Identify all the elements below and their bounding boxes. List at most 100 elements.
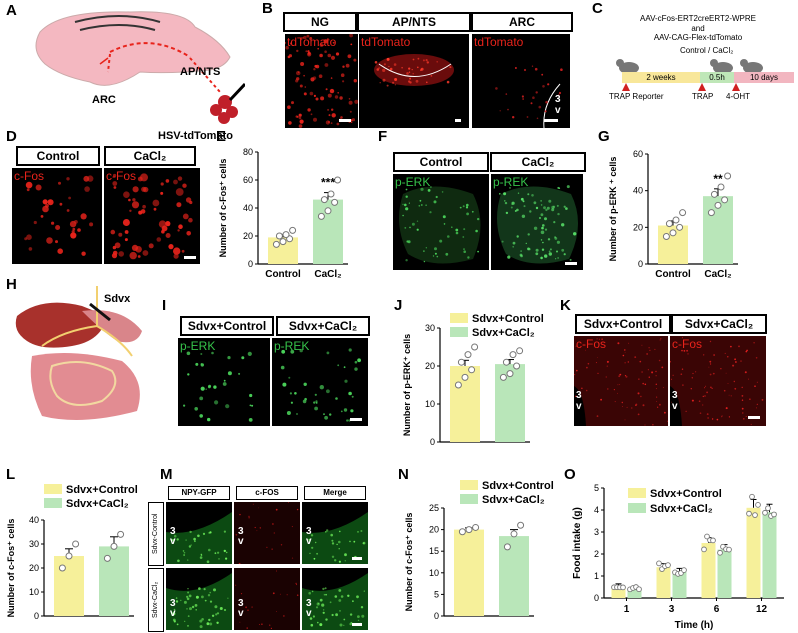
cell-dot [295, 115, 298, 118]
cell-dot [172, 618, 176, 622]
data-point [717, 183, 725, 191]
third-ventricle-label: 3 [306, 526, 312, 537]
cell-dot [223, 530, 226, 533]
cell-dot [477, 217, 480, 221]
cell-dot [741, 407, 744, 410]
y-tick-label: 25 [429, 503, 439, 513]
cell-dot [744, 371, 747, 374]
cell-dot [81, 251, 86, 256]
cell-dot [512, 246, 514, 248]
third-ventricle-label: v [170, 536, 176, 547]
cell-dot [339, 623, 343, 627]
third-ventricle-label: v [170, 608, 176, 619]
stain-label: p-ERK [180, 339, 216, 353]
cell-dot [596, 415, 599, 417]
cell-dot [730, 345, 732, 348]
cell-dot [177, 229, 180, 232]
cell-dot [311, 546, 314, 549]
cell-dot [706, 391, 708, 394]
y-tick-label: 20 [429, 525, 439, 535]
perk-cells-cacl2 [497, 185, 579, 264]
third-ventricle-label: 3 [576, 390, 582, 401]
scale-bar [544, 119, 558, 122]
cell-dot [342, 65, 345, 68]
cell-dot [195, 595, 199, 599]
cell-dot [214, 552, 217, 555]
cfos-cells-sdvx-control [574, 338, 668, 426]
cell-dot [425, 204, 427, 206]
cell-dot [324, 50, 327, 53]
virus-line-2: and [691, 24, 705, 33]
merge-cells [302, 573, 368, 630]
cell-dot [299, 348, 303, 353]
event-4-ohT: 4-OHT [726, 92, 750, 101]
cell-dot [349, 540, 351, 543]
data-point [58, 564, 66, 572]
cell-dot [512, 116, 515, 119]
cell-dot [540, 213, 544, 217]
cell-dot [201, 595, 204, 599]
third-ventricle-label: 3 [170, 598, 176, 609]
cell-dot [197, 534, 200, 538]
x-tick-label: CaCl₂ [314, 269, 341, 280]
cell-dot [173, 534, 177, 538]
cell-dot [423, 260, 426, 263]
cell-dot [223, 549, 226, 553]
cell-dot [55, 225, 61, 230]
legend-sdvx-control: Sdvx+Control [44, 484, 138, 496]
cell-dot [661, 366, 664, 369]
cell-dot [135, 246, 142, 253]
cell-dot [600, 398, 602, 401]
tab-ap-nts: AP/NTS [357, 12, 471, 32]
cell-dot [702, 395, 704, 398]
third-ventricle-label: 3 [238, 598, 244, 609]
cell-dot [165, 179, 170, 183]
cell-dot [248, 515, 250, 518]
cell-dot [187, 591, 190, 594]
cell-dot [411, 69, 413, 71]
timeline-bar: 2 weeks 0.5h 10 days [622, 72, 794, 83]
cell-dot [173, 179, 178, 185]
cell-dot [740, 360, 742, 362]
cell-dot [340, 410, 343, 413]
cell-dot [328, 114, 331, 117]
micrograph-ap-nts: tdTomato [359, 34, 469, 128]
cell-dot [754, 385, 756, 387]
y-tick-label: 15 [429, 546, 439, 556]
cell-dot [175, 188, 184, 196]
cell-dot [618, 375, 621, 378]
cell-dot [238, 372, 241, 375]
bar [656, 567, 671, 598]
cell-dot [191, 605, 195, 609]
cell-dot [360, 606, 364, 609]
cell-dot [409, 226, 411, 229]
stain-label: p-ERK [395, 175, 431, 189]
cell-dot [351, 118, 355, 122]
cell-dot [332, 41, 335, 44]
cell-dot [299, 84, 303, 88]
cell-dot [640, 395, 642, 398]
cell-dot [323, 413, 325, 415]
cell-dot [187, 588, 189, 590]
y-tick-label: 2 [594, 549, 599, 559]
data-point [620, 584, 626, 591]
cell-dot [348, 98, 351, 100]
scale-bar [455, 119, 461, 122]
cell-dot [211, 614, 215, 617]
cell-dot [709, 340, 712, 343]
cell-dot [314, 406, 318, 411]
cell-dot [187, 615, 190, 617]
micrograph-sdvx-cacl2-cfos: c-Fos 3 v [670, 336, 766, 426]
cell-dot [548, 199, 552, 203]
cell-dot [153, 207, 157, 211]
cfos-cells-sdvx-cacl2 [670, 337, 764, 426]
cell-dot [51, 221, 55, 225]
cell-dot [25, 181, 33, 189]
cell-dot [187, 625, 189, 627]
cell-dot [436, 61, 438, 63]
cell-dot [156, 237, 162, 242]
cell-dot [199, 396, 204, 401]
cell-dot [415, 79, 419, 83]
data-point [465, 526, 473, 534]
cell-dot [663, 387, 665, 389]
